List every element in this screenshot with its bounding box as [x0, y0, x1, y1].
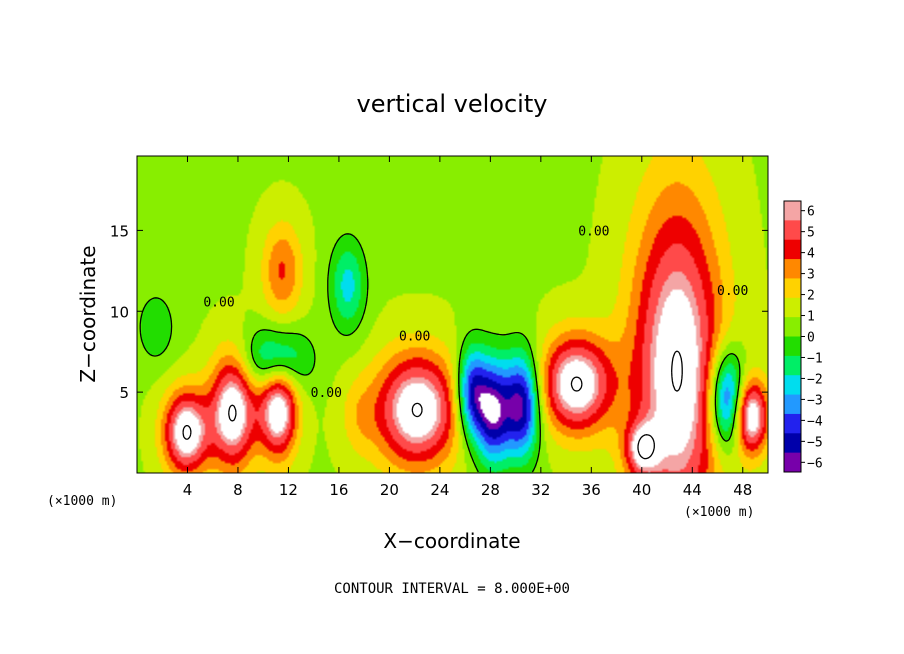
colorbar-swatch-9: [784, 375, 801, 396]
x-tick-label-36: 36: [582, 481, 601, 499]
chart-title: vertical velocity: [357, 90, 548, 118]
colorbar-label-12: −6: [807, 456, 823, 471]
x-axis: 4 8 12 16 20 24 28 32 36 40 44 48: [183, 156, 752, 499]
colorbar-label-7: −1: [807, 351, 823, 366]
velocity-field: [137, 156, 768, 473]
colorbar-label-9: −3: [807, 393, 823, 408]
contour-lines: 0.00 0.00 0.00 0.00 0.00: [139, 224, 748, 473]
x-tick-label-32: 32: [531, 481, 550, 499]
colorbar-swatch-4: [784, 278, 801, 299]
colorbar-label-0: 6: [807, 205, 815, 220]
x-tick-label-16: 16: [329, 481, 348, 499]
colorbar-swatch-10: [784, 394, 801, 415]
x-tick-label-48: 48: [733, 481, 752, 499]
y-axis-label: Z−coordinate: [76, 245, 100, 382]
colorbar-swatch-13: [784, 452, 801, 473]
colorbar-swatch-12: [784, 433, 801, 454]
colorbar-label-1: 5: [807, 226, 815, 241]
colorbar-swatch-6: [784, 317, 801, 337]
y-tick-label-5: 5: [119, 384, 129, 402]
plot-frame: [136, 155, 769, 474]
colorbar-swatch-8: [784, 355, 801, 376]
colorbar-swatch-11: [784, 413, 801, 434]
y-tick-label-15: 15: [110, 222, 129, 240]
x-tick-label-24: 24: [430, 481, 449, 499]
plot-area: 0.000.000.000.000.00 4 8 12 16 20 24 28 32 36 40 4…: [110, 155, 769, 499]
colorbar-label-3: 3: [807, 268, 815, 283]
contour-zero: [139, 233, 741, 473]
x-tick-label-12: 12: [279, 481, 298, 499]
x-tick-label-20: 20: [380, 481, 399, 499]
colorbar-swatch-2: [784, 239, 801, 260]
contour-interval-note: CONTOUR INTERVAL = 8.000E+00: [334, 581, 570, 597]
y-axis: 5 10 15: [110, 222, 768, 402]
colorbar-swatch-3: [784, 259, 801, 279]
colorbar-swatch-5: [784, 297, 801, 318]
x-tick-label-8: 8: [233, 481, 243, 499]
colorbar-swatch-1: [784, 220, 801, 241]
colorbar-label-8: −2: [807, 372, 823, 387]
x-tick-label-40: 40: [632, 481, 651, 499]
y-tick-label-10: 10: [110, 303, 129, 321]
contour-label-4: 0.00: [717, 284, 748, 299]
colorbar-swatch-0: [784, 201, 801, 221]
colorbar-label-2: 4: [807, 247, 815, 262]
contour-label-1: 0.00: [311, 386, 342, 401]
contour-plus-8: [182, 350, 683, 460]
colorbar-label-5: 1: [807, 310, 815, 325]
colorbar-label-4: 2: [807, 289, 815, 304]
x-unit-right: (×1000 m): [684, 505, 754, 520]
colorbar-label-6: 0: [807, 331, 815, 346]
colorbar-swatch-7: [784, 336, 801, 357]
x-tick-label-28: 28: [481, 481, 500, 499]
colorbar-label-10: −4: [807, 414, 823, 429]
colorbar: 6 5 4 3 2 1 0 −1 −2 −3 −4 −5 −6: [783, 200, 823, 473]
contour-label-0: 0.00: [203, 295, 234, 310]
contour-label-2: 0.00: [399, 329, 430, 344]
x-axis-label: X−coordinate: [383, 529, 520, 553]
x-tick-label-44: 44: [683, 481, 702, 499]
x-tick-label-4: 4: [183, 481, 193, 499]
contour-label-3: 0.00: [578, 224, 609, 239]
x-unit-left: (×1000 m): [47, 494, 117, 509]
colorbar-label-11: −5: [807, 435, 823, 450]
